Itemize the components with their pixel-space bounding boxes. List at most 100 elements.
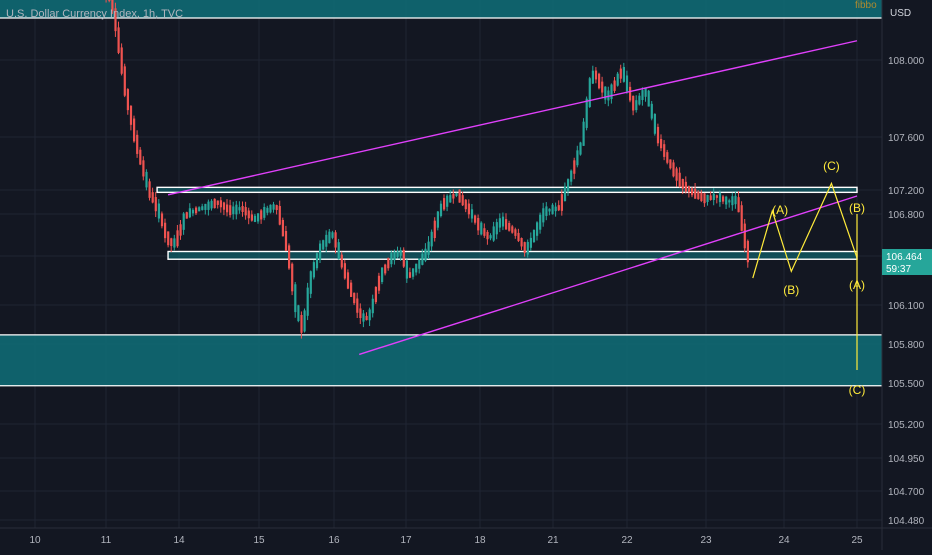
candle-69 (312, 262, 315, 278)
wave-label-5: (C) (849, 383, 866, 397)
candle-102 (415, 263, 418, 273)
candle-208 (743, 223, 746, 249)
candle-158 (588, 78, 591, 108)
candle-129 (498, 218, 501, 228)
candle-86 (365, 315, 368, 321)
candle-172 (632, 95, 635, 111)
candle-73 (325, 234, 328, 247)
candle-203 (728, 200, 731, 203)
candle-14 (142, 160, 145, 177)
wave-label-2: (C) (823, 159, 840, 173)
candle-118 (464, 199, 467, 210)
candle-177 (647, 90, 650, 107)
candle-205 (734, 195, 737, 205)
candle-207 (740, 205, 743, 231)
candle-87 (368, 309, 371, 321)
candle-79 (343, 263, 346, 279)
candle-162 (601, 81, 604, 93)
candle-138 (526, 241, 529, 255)
candle-137 (523, 242, 526, 254)
candle-108 (433, 220, 436, 239)
x-tick-10: 24 (778, 535, 790, 546)
candle-36 (210, 200, 213, 209)
wave-label-4: (B) (849, 201, 865, 215)
y-tick-0: 108.000 (888, 56, 925, 67)
x-tick-4: 16 (328, 535, 340, 546)
candle-179 (653, 113, 656, 134)
y-tick-7: 105.500 (888, 379, 925, 390)
y-tick-11: 104.480 (888, 516, 925, 527)
candle-10 (129, 105, 133, 125)
candle-114 (452, 193, 455, 199)
candle-148 (557, 205, 560, 211)
candle-59 (281, 219, 284, 237)
candle-174 (638, 95, 641, 105)
candle-68 (309, 271, 312, 294)
candle-89 (374, 286, 377, 303)
wave-label-3: (A) (849, 278, 865, 292)
candle-130 (501, 216, 505, 227)
candle-42 (229, 205, 232, 216)
x-tick-7: 21 (547, 535, 559, 546)
wave-projection: (A) (B) (C) (A) (B) (C) (752, 159, 866, 397)
candle-45 (238, 207, 241, 211)
candle-195 (703, 193, 706, 204)
candle-119 (467, 203, 470, 215)
candle-169 (622, 67, 625, 82)
candle-24 (173, 238, 176, 248)
candle-126 (489, 235, 492, 239)
candle-178 (650, 103, 653, 119)
candle-163 (604, 86, 607, 100)
candle-155 (579, 142, 582, 155)
candle-17 (151, 192, 154, 203)
candle-168 (619, 68, 622, 79)
candle-66 (303, 310, 306, 332)
candle-97 (399, 250, 402, 256)
candle-170 (625, 75, 629, 92)
candle-147 (554, 206, 557, 212)
candle-94 (390, 252, 393, 265)
candle-153 (573, 160, 576, 174)
x-tick-9: 23 (700, 535, 712, 546)
candle-98 (402, 249, 405, 267)
candle-90 (377, 275, 381, 291)
y-tick-9: 104.950 (888, 454, 925, 465)
x-tick-3: 15 (253, 535, 265, 546)
candle-49 (250, 214, 253, 221)
top-zone (0, 0, 882, 18)
candle-133 (511, 226, 514, 233)
candle-74 (328, 231, 331, 244)
candle-104 (421, 253, 424, 265)
candle-25 (176, 230, 179, 247)
candle-65 (300, 314, 303, 333)
candle-19 (157, 203, 160, 219)
x-tick-1: 11 (101, 535, 112, 546)
channel-line-1 (358, 195, 858, 356)
candle-70 (315, 253, 319, 269)
current-price-value: 106.464 (886, 252, 923, 263)
candle-196 (706, 194, 709, 202)
candle-209 (746, 240, 749, 263)
candle-120 (470, 209, 474, 219)
candle-105 (424, 248, 427, 261)
candle-152 (570, 170, 573, 182)
candle-28 (185, 212, 188, 219)
candle-58 (278, 205, 281, 225)
candle-165 (610, 84, 613, 100)
candle-56 (272, 204, 275, 210)
candle-197 (709, 195, 712, 200)
candle-101 (412, 268, 415, 277)
y-tick-1: 107.600 (888, 133, 925, 144)
candle-92 (384, 264, 387, 274)
wave-label-0: (A) (772, 203, 788, 217)
y-tick-2: 107.200 (888, 186, 925, 197)
y-tick-5: 106.100 (888, 301, 925, 312)
candle-29 (188, 208, 191, 218)
candle-125 (486, 231, 489, 240)
candle-145 (548, 208, 551, 212)
candle-75 (331, 232, 334, 238)
x-tick-0: 10 (29, 535, 41, 546)
